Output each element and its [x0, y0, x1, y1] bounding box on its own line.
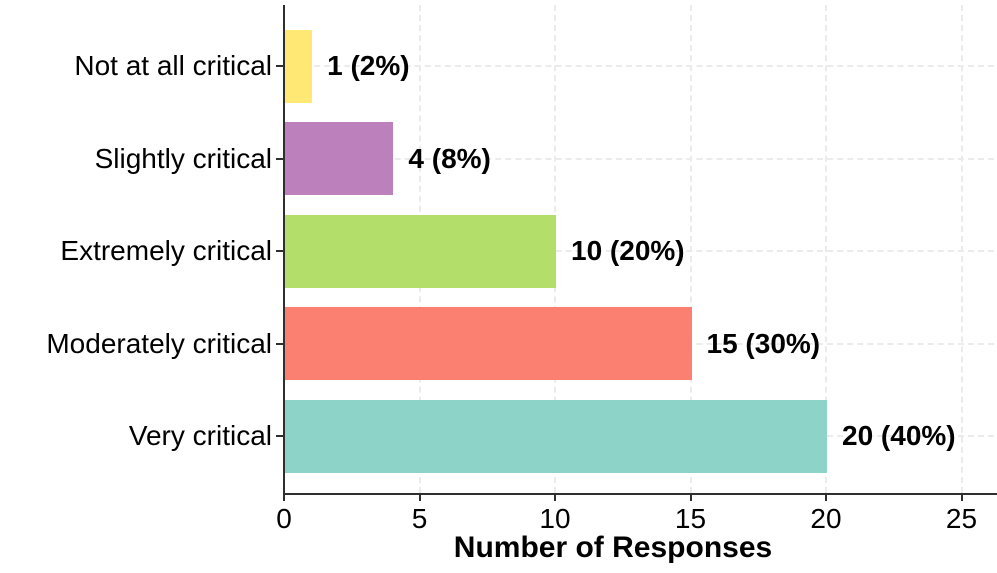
x-tick-label: 25 — [945, 503, 978, 534]
x-tick-label: 20 — [810, 503, 842, 534]
y-axis-tick — [276, 65, 284, 67]
vertical-gridline — [689, 5, 692, 493]
bar-value-label: 4 (8%) — [408, 142, 491, 174]
horizontal-gridline — [284, 65, 994, 67]
y-axis-tick — [276, 250, 284, 252]
category-label: Slightly critical — [94, 142, 272, 174]
category-label: Moderately critical — [46, 327, 272, 359]
vertical-gridline — [960, 5, 963, 493]
x-axis-tick — [554, 493, 556, 501]
bar-very-critical — [285, 399, 827, 473]
x-axis-tick — [418, 493, 421, 501]
bar-slightly-critical — [285, 122, 394, 195]
horizontal-gridline — [284, 250, 994, 252]
horizontal-gridline — [284, 157, 994, 160]
x-axis-tick — [689, 493, 692, 501]
x-axis-title: Number of Responses — [453, 531, 773, 564]
bar-not-at-all-critical — [285, 29, 313, 103]
x-axis-tick — [960, 493, 963, 501]
y-axis-tick — [276, 342, 284, 345]
bar-value-label: 20 (40%) — [842, 420, 956, 451]
x-tick-label: 10 — [539, 503, 571, 534]
x-tick-label: 15 — [674, 503, 707, 534]
y-axis-tick — [276, 157, 284, 160]
x-axis-tick — [283, 493, 285, 501]
vertical-gridline — [825, 5, 827, 493]
y-axis-line — [283, 5, 285, 495]
x-axis-line — [283, 493, 997, 495]
category-label: Very critical — [128, 420, 272, 451]
bar-value-label: 10 (20%) — [571, 235, 685, 266]
bar-extremely-critical — [285, 214, 556, 288]
bar-value-label: 1 (2%) — [327, 50, 410, 81]
bar-value-label: 15 (30%) — [706, 327, 821, 359]
y-axis-tick — [276, 435, 284, 437]
bar-moderately-critical — [285, 307, 692, 380]
category-label: Extremely critical — [60, 235, 272, 266]
x-tick-label: 0 — [276, 503, 292, 534]
category-label: Not at all critical — [74, 50, 272, 81]
x-tick-label: 5 — [411, 503, 428, 534]
x-axis-tick — [825, 493, 827, 501]
